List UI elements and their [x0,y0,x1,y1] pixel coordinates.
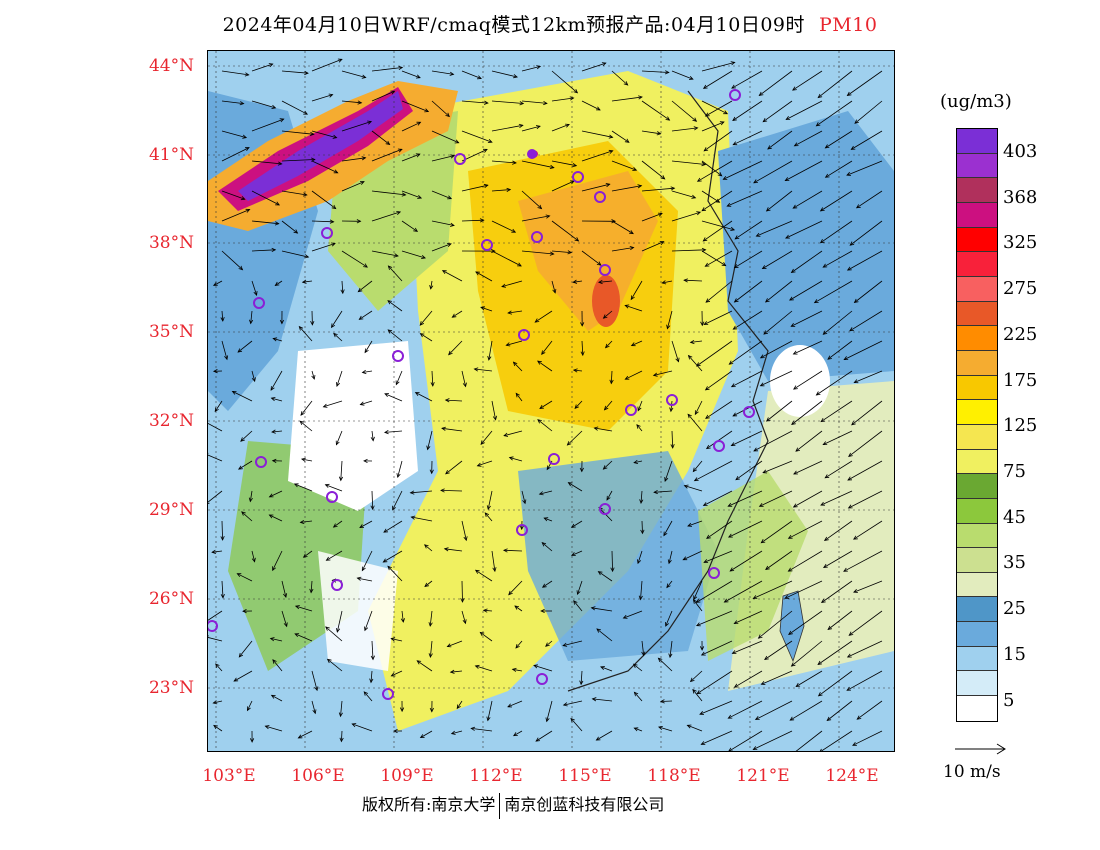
copyright-footer: 版权所有:南京大学 南京创蓝科技有限公司 [362,791,664,819]
pollution-field [592,275,620,327]
legend-tick: 35 [1003,552,1026,573]
color-bar-swatch [957,696,997,721]
lat-label: 38°N [148,233,194,253]
legend-tick: 403 [1003,141,1038,162]
legend-tick: 5 [1003,690,1015,711]
map-canvas [208,51,894,751]
color-bar-swatch [957,202,997,228]
legend-tick: 45 [1003,507,1026,528]
color-bar-swatch [957,252,997,277]
pollution-field [518,451,718,661]
pollution-field [518,171,658,331]
lat-label: 32°N [148,411,194,431]
pollution-field [779,590,805,663]
legend-tick: 75 [1003,461,1026,482]
reference-vector-label: 10 m/s [943,762,1001,782]
lat-label: 35°N [148,322,194,342]
legend-unit: (ug/m3) [940,91,1012,112]
lon-label: 103°E [202,766,256,786]
legend-tick: 225 [1003,324,1038,345]
pollutant-label: PM10 [819,14,878,36]
color-bar-swatch [957,326,997,351]
graticule [208,51,894,751]
color-bar-swatch [957,178,997,203]
color-bar-swatch [957,498,997,524]
wind-arrow-icon [208,58,883,751]
chart-title: 2024年04月10日WRF/cmaq模式12km预报产品:04月10日09时 P… [0,10,1100,37]
color-bar-swatch [957,474,997,499]
color-bar-swatch [957,597,997,623]
color-bar-swatch [957,572,997,598]
legend-tick: 15 [1003,644,1026,665]
lon-label: 106°E [291,766,345,786]
color-bar-swatch [957,400,997,425]
coastline [567,90,769,692]
color-bar-swatch [957,671,997,697]
title-main: 2024年04月10日WRF/cmaq模式12km预报产品:04月10日09时 [222,14,805,36]
lat-label: 44°N [148,56,194,76]
copyright-left: 版权所有:南京大学 [362,795,496,814]
color-bar-swatch [957,523,997,549]
lon-label: 124°E [825,766,879,786]
pollution-field [238,91,403,201]
legend-tick: 368 [1003,187,1038,208]
lat-label: 26°N [148,589,194,609]
legend-tick: 125 [1003,415,1038,436]
forecast-map[interactable] [207,50,895,752]
city-marker-icon [208,89,755,700]
lon-label: 121°E [736,766,790,786]
color-bar-swatch [957,622,997,647]
legend-tick: 175 [1003,370,1038,391]
reference-vector-icon [955,743,1006,755]
lat-label: 29°N [148,500,194,520]
legend-tick: 25 [1003,598,1026,619]
lon-label: 112°E [469,766,523,786]
legend-tick: 275 [1003,278,1038,299]
color-bar [956,128,998,722]
copyright-right: 南京创蓝科技有限公司 [504,795,665,814]
footer-divider [499,792,501,819]
color-bar-swatch [957,227,997,253]
color-bar-swatch [957,301,997,327]
lon-label: 118°E [647,766,701,786]
lat-label: 41°N [148,145,194,165]
color-bar-swatch [957,129,997,154]
color-bar-swatch [957,646,997,672]
lon-label: 115°E [558,766,612,786]
pollution-field [770,345,830,417]
lon-label: 109°E [380,766,434,786]
color-bar-swatch [957,153,997,179]
color-bar-swatch [957,276,997,302]
pollution-field [318,551,398,671]
color-bar-swatch [957,424,997,450]
color-bar-swatch [957,350,997,376]
color-bar-swatch [957,449,997,475]
pollution-field [288,341,418,511]
lat-label: 23°N [148,678,194,698]
legend-tick: 325 [1003,232,1038,253]
color-bar-swatch [957,548,997,573]
color-bar-swatch [957,375,997,401]
